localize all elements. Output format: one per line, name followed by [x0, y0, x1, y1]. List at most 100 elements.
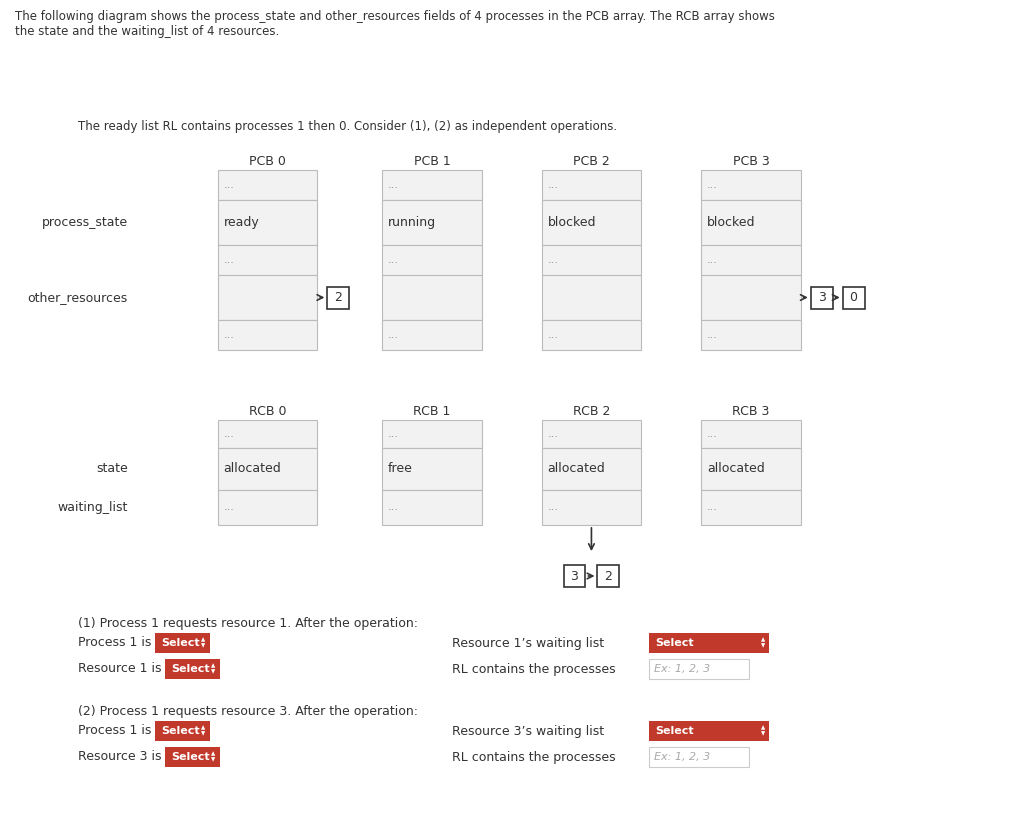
Text: RL contains the processes: RL contains the processes — [452, 663, 615, 676]
Text: Process 1 is: Process 1 is — [78, 636, 152, 649]
Bar — [843, 286, 864, 308]
Text: ...: ... — [388, 180, 399, 190]
Bar — [165, 659, 220, 679]
Text: state: state — [96, 462, 128, 475]
Text: ...: ... — [707, 502, 718, 513]
Text: Resource 1’s waiting list: Resource 1’s waiting list — [452, 636, 604, 649]
Text: ...: ... — [707, 330, 718, 340]
Text: PCB 1: PCB 1 — [414, 155, 451, 168]
Bar — [542, 200, 641, 245]
Text: process_state: process_state — [42, 216, 128, 229]
Text: Process 1 is: Process 1 is — [78, 725, 152, 738]
Text: ...: ... — [548, 330, 558, 340]
Bar — [542, 170, 641, 200]
Bar — [382, 448, 482, 490]
Bar — [542, 420, 641, 448]
Text: Select: Select — [171, 664, 210, 674]
Bar — [155, 721, 210, 741]
Bar — [382, 245, 482, 275]
Text: PCB 3: PCB 3 — [732, 155, 769, 168]
Text: Select: Select — [171, 752, 210, 762]
Bar — [649, 721, 769, 741]
Text: ▼: ▼ — [211, 669, 216, 675]
Text: ...: ... — [223, 180, 234, 190]
Text: PCB 2: PCB 2 — [573, 155, 610, 168]
Text: (1) Process 1 requests resource 1. After the operation:: (1) Process 1 requests resource 1. After… — [78, 617, 418, 630]
Bar — [649, 633, 769, 653]
Bar — [382, 420, 482, 448]
Text: ready: ready — [223, 216, 259, 229]
Bar — [542, 448, 641, 490]
Text: ...: ... — [707, 180, 718, 190]
Text: ...: ... — [707, 429, 718, 439]
Bar — [218, 490, 317, 525]
Text: ...: ... — [223, 502, 234, 513]
Text: other_resources: other_resources — [28, 291, 128, 304]
Text: Select: Select — [655, 638, 694, 648]
Text: ▲: ▲ — [761, 637, 765, 642]
Bar — [597, 565, 620, 587]
Text: running: running — [388, 216, 436, 229]
Text: Resource 1 is: Resource 1 is — [78, 663, 162, 676]
Text: ▼: ▼ — [211, 757, 216, 762]
Bar — [701, 490, 801, 525]
Bar — [218, 170, 317, 200]
Text: allocated: allocated — [223, 462, 282, 475]
Bar — [218, 448, 317, 490]
Text: Ex: 1, 2, 3: Ex: 1, 2, 3 — [654, 752, 711, 762]
Bar — [542, 245, 641, 275]
Text: ...: ... — [388, 429, 399, 439]
Text: ...: ... — [388, 502, 399, 513]
Text: PCB 0: PCB 0 — [249, 155, 286, 168]
Text: free: free — [388, 462, 413, 475]
Bar — [218, 275, 317, 320]
Bar — [542, 490, 641, 525]
Text: The following diagram shows the process_state and other_resources fields of 4 pr: The following diagram shows the process_… — [15, 10, 775, 38]
Text: 0: 0 — [850, 291, 857, 304]
Text: ▲: ▲ — [211, 752, 216, 757]
Bar — [542, 320, 641, 350]
Text: ▲: ▲ — [202, 726, 206, 730]
Bar — [563, 565, 586, 587]
Text: ▲: ▲ — [211, 663, 216, 668]
Text: ...: ... — [548, 255, 558, 265]
Text: allocated: allocated — [548, 462, 605, 475]
Bar — [811, 286, 833, 308]
Text: RCB 3: RCB 3 — [732, 405, 770, 418]
Bar — [701, 448, 801, 490]
Text: ...: ... — [388, 330, 399, 340]
Bar — [382, 320, 482, 350]
Bar — [649, 659, 749, 679]
Text: The ready list RL contains processes 1 then 0. Consider (1), (2) as independent : The ready list RL contains processes 1 t… — [78, 120, 617, 133]
Text: RL contains the processes: RL contains the processes — [452, 750, 615, 763]
Text: blocked: blocked — [548, 216, 596, 229]
Text: ...: ... — [223, 255, 234, 265]
Text: ...: ... — [548, 429, 558, 439]
Text: ▲: ▲ — [761, 726, 765, 730]
Bar — [382, 170, 482, 200]
Bar — [382, 490, 482, 525]
Text: 2: 2 — [334, 291, 342, 304]
Bar — [382, 200, 482, 245]
Text: ...: ... — [707, 255, 718, 265]
Bar — [155, 633, 210, 653]
Bar — [701, 320, 801, 350]
Bar — [218, 320, 317, 350]
Text: RCB 0: RCB 0 — [249, 405, 287, 418]
Bar — [218, 200, 317, 245]
Bar — [649, 747, 749, 767]
Text: 3: 3 — [570, 569, 579, 582]
Text: allocated: allocated — [707, 462, 765, 475]
Text: Select: Select — [655, 726, 694, 736]
Text: Resource 3’s waiting list: Resource 3’s waiting list — [452, 725, 604, 738]
Text: ▼: ▼ — [761, 731, 765, 736]
Text: ...: ... — [548, 180, 558, 190]
Text: ...: ... — [223, 429, 234, 439]
Bar — [218, 420, 317, 448]
Text: (2) Process 1 requests resource 3. After the operation:: (2) Process 1 requests resource 3. After… — [78, 705, 418, 718]
Text: waiting_list: waiting_list — [57, 501, 128, 514]
Text: Select: Select — [161, 726, 200, 736]
Text: blocked: blocked — [707, 216, 756, 229]
Text: ▼: ▼ — [202, 644, 206, 649]
Text: 3: 3 — [818, 291, 825, 304]
